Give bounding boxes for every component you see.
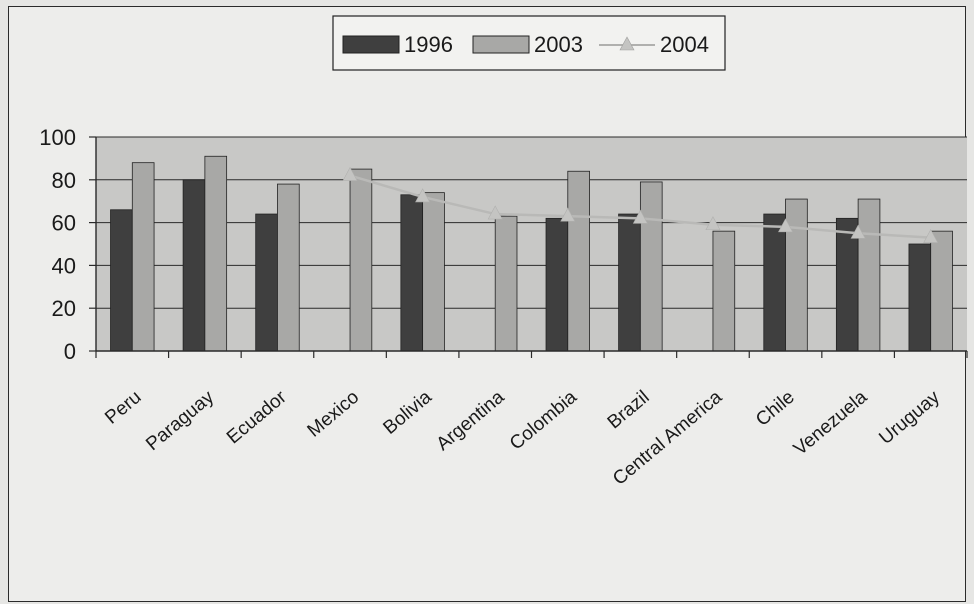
bar-1996 — [908, 243, 932, 352]
bar-2003 — [785, 198, 808, 352]
y-tick-label: 20 — [52, 296, 76, 321]
bar-2003 — [277, 183, 300, 352]
gridlines — [96, 136, 967, 309]
bar-1996 — [545, 217, 569, 352]
legend-label-1996: 1996 — [404, 32, 453, 57]
y-tick-label: 0 — [64, 339, 76, 364]
legend-marker-2004 — [619, 36, 635, 51]
series-line-2004 — [342, 166, 939, 243]
legend-label-2003: 2003 — [534, 32, 583, 57]
bar-2003 — [494, 215, 518, 352]
bar-2003 — [712, 230, 736, 352]
category-label: Venezuela — [790, 386, 872, 459]
bar-2003 — [930, 230, 953, 352]
category-label: Argentina — [433, 386, 509, 455]
category-label: Paraguay — [142, 386, 218, 455]
marker-2004 — [778, 218, 794, 233]
axes — [89, 136, 968, 358]
bar-1996 — [110, 209, 133, 352]
marker-2004 — [923, 228, 939, 243]
bars — [110, 155, 953, 352]
category-label: Bolivia — [379, 386, 436, 438]
bar-2003 — [639, 181, 663, 352]
marker-2004 — [342, 166, 358, 181]
bar-2003 — [204, 155, 228, 352]
legend-swatch-1996 — [342, 35, 400, 54]
y-tick-label: 40 — [52, 253, 76, 278]
bar-2003 — [131, 162, 155, 352]
category-label: Mexico — [304, 387, 364, 442]
marker-2004 — [632, 209, 648, 224]
legend-label-2004: 2004 — [660, 32, 709, 57]
bar-1996 — [618, 213, 641, 352]
marker-2004 — [560, 207, 576, 222]
y-tick-label: 80 — [52, 168, 76, 193]
bar-1996 — [182, 179, 206, 352]
marker-2004 — [705, 216, 721, 231]
category-label: Ecuador — [223, 386, 291, 448]
marker-2004 — [415, 188, 431, 203]
bar-1996 — [255, 213, 278, 352]
category-label: Uruguay — [875, 386, 944, 449]
bar-1996 — [400, 194, 424, 352]
bar-2003 — [857, 198, 881, 352]
bar-1996 — [763, 213, 786, 352]
category-label: Peru — [101, 387, 145, 429]
y-tick-label: 60 — [52, 211, 76, 236]
plot-area — [96, 137, 967, 351]
bar-2003 — [349, 168, 373, 352]
legend-swatch-2003 — [472, 35, 530, 54]
marker-2004 — [850, 224, 866, 239]
y-tick-label: 100 — [39, 125, 76, 150]
category-label: Chile — [752, 387, 799, 431]
bar-2003 — [422, 192, 445, 352]
marker-2004 — [487, 205, 503, 220]
legend: 1996 2003 2004 — [332, 15, 726, 71]
category-label: Brazil — [604, 387, 654, 434]
bar-2003 — [567, 170, 590, 352]
category-label: Colombia — [506, 386, 581, 454]
